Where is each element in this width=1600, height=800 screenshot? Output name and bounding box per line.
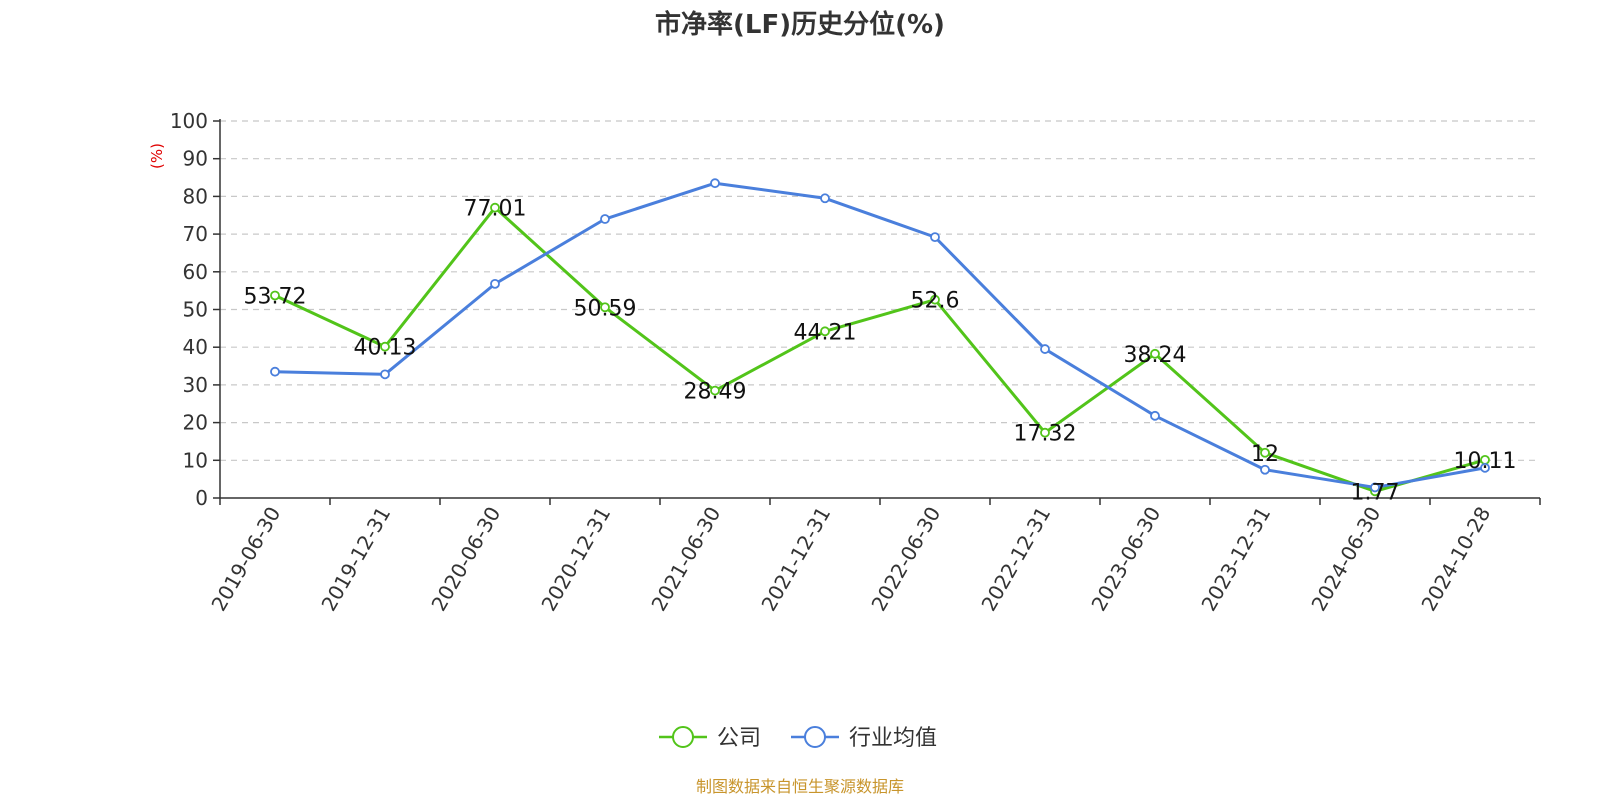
x-tick-label: 2024-10-28 <box>1416 503 1495 616</box>
y-tick-label: 10 <box>183 448 208 472</box>
data-point[interactable] <box>600 302 610 313</box>
y-tick-label: 90 <box>183 147 208 171</box>
x-tick-label: 2019-06-30 <box>206 503 285 616</box>
data-point[interactable] <box>1040 344 1050 354</box>
data-point[interactable] <box>930 294 940 305</box>
data-label: 10.11 <box>1454 449 1517 474</box>
y-tick-label: 0 <box>195 486 208 510</box>
y-tick-label: 40 <box>183 335 208 359</box>
data-point[interactable] <box>820 193 830 204</box>
data-label: 44.21 <box>794 320 857 345</box>
x-tick-label: 2021-12-31 <box>756 503 835 616</box>
y-tick-label: 70 <box>183 222 208 246</box>
data-point[interactable] <box>1040 427 1050 438</box>
data-point[interactable] <box>600 214 610 224</box>
data-point[interactable] <box>1260 464 1270 475</box>
x-tick-label: 2020-12-31 <box>536 503 615 616</box>
legend-marker <box>804 726 826 748</box>
data-label: 77.01 <box>464 197 527 222</box>
y-tick-label: 50 <box>183 298 208 322</box>
x-tick-label: 2019-12-31 <box>316 503 395 616</box>
y-tick-label: 20 <box>183 411 208 435</box>
x-tick-label: 2020-06-30 <box>426 503 505 616</box>
x-tick-label: 2023-06-30 <box>1086 503 1165 616</box>
series-line <box>274 181 1486 489</box>
legend-label: 公司 <box>717 726 761 751</box>
source-note: 制图数据来自恒生聚源数据库 <box>696 777 904 796</box>
data-point[interactable] <box>1370 482 1380 493</box>
data-point[interactable] <box>1480 462 1490 473</box>
axes: 0 10 20 30 40 50 60 70 80 90 100 2019-06-30 2019-12-… <box>170 109 1541 616</box>
y-tick-label: 80 <box>183 184 208 208</box>
chart-title: 市净率(LF)历史分位(%) <box>655 9 945 40</box>
legend-marker <box>672 726 694 748</box>
y-axis-label: (%) <box>148 143 166 169</box>
data-point[interactable] <box>710 178 720 189</box>
data-point[interactable] <box>1150 410 1160 421</box>
data-label: 50.59 <box>574 296 637 321</box>
data-point[interactable] <box>380 369 390 380</box>
data-label: 53.72 <box>244 284 307 309</box>
y-tick-label: 30 <box>183 373 208 397</box>
series-line <box>274 206 1486 493</box>
data-point[interactable] <box>380 341 390 352</box>
data-point[interactable] <box>490 202 500 213</box>
data-point[interactable] <box>490 278 500 289</box>
legend-item[interactable]: 公司 <box>659 726 761 751</box>
data-label: 52.6 <box>911 289 960 314</box>
data-label: 17.32 <box>1014 422 1077 447</box>
y-tick-label: 60 <box>183 260 208 284</box>
x-tick-label: 2024-06-30 <box>1306 503 1385 616</box>
data-label: 38.24 <box>1124 343 1187 368</box>
legend-label: 行业均值 <box>849 726 937 751</box>
data-point[interactable] <box>270 366 280 377</box>
legend[interactable]: 公司 行业均值 <box>659 726 937 751</box>
x-tick-label: 2021-06-30 <box>646 503 725 616</box>
series-layer <box>270 178 1490 497</box>
data-point[interactable] <box>930 232 940 243</box>
legend-item[interactable]: 行业均值 <box>791 726 937 751</box>
data-point[interactable] <box>270 290 280 301</box>
data-labels: 53.72 40.13 77.01 50.59 28.49 44.21 52.6 17.32 3… <box>244 197 1517 506</box>
grid-lines <box>220 120 1540 461</box>
data-point[interactable] <box>1260 447 1270 458</box>
data-point[interactable] <box>820 326 830 337</box>
data-label: 12 <box>1251 442 1279 467</box>
data-point[interactable] <box>710 385 720 396</box>
x-tick-label: 2022-12-31 <box>976 503 1055 616</box>
data-label: 1.77 <box>1351 480 1400 505</box>
x-tick-label: 2022-06-30 <box>866 503 945 616</box>
data-label: 28.49 <box>684 380 747 405</box>
x-tick-label: 2023-12-31 <box>1196 503 1275 616</box>
data-point[interactable] <box>1150 348 1160 359</box>
data-label: 40.13 <box>354 336 417 361</box>
y-tick-label: 100 <box>170 109 208 133</box>
